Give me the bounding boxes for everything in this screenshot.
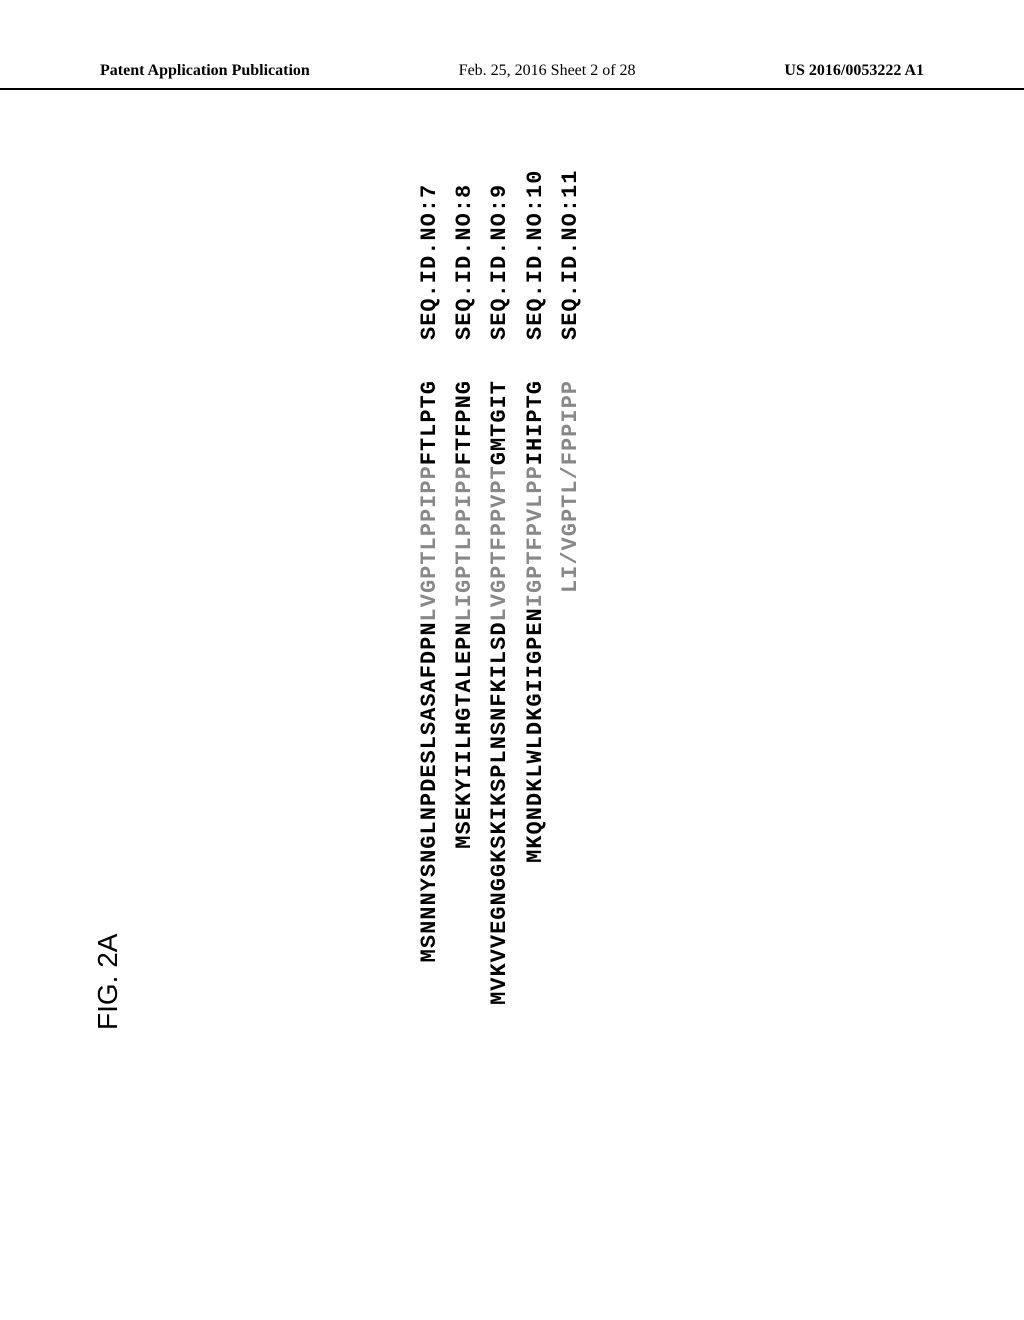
- sequence-id: SEQ.ID.NO:8: [447, 184, 482, 340]
- sequence-id: SEQ.ID.NO:10: [518, 170, 553, 340]
- sequence-id: SEQ.ID.NO:7: [412, 184, 447, 340]
- sequence-row: MKQNDKLWLDKGIIGPENIGPTFPVLPPIHIPTG SEQ.I…: [518, 170, 553, 1080]
- sequence-text: MKQNDKLWLDKGIIGPENIGPTFPVLPPIHIPTG: [518, 380, 553, 1080]
- sequence-row: LI/VGPTL/FPPIPP SEQ.ID.NO:11: [553, 170, 588, 1080]
- sequence-text: MSNNNYSNGLNPDESLSASAFDPNLVGPTLPPIPPFTLPT…: [412, 380, 447, 1080]
- figure-label: FIG. 2A: [92, 934, 124, 1030]
- sequence-row: MSNNNYSNGLNPDESLSASAFDPNLVGPTLPPIPPFTLPT…: [412, 170, 447, 1080]
- sequence-id: SEQ.ID.NO:11: [553, 170, 588, 340]
- sequence-text: MSEKYIILHGTALEPNLIGPTLPPIPPFTFPNG: [447, 380, 482, 1080]
- rotated-content: FIG. 2A MSNNNYSNGLNPDESLSASAFDPNLVGPTLPP…: [212, 0, 812, 1000]
- sequence-text: MVKVVEGNGGKSKIKSPLNSNFKILSDLVGPTFPPVPTGM…: [482, 380, 517, 1080]
- sequence-id: SEQ.ID.NO:9: [482, 184, 517, 340]
- sequence-row: MSEKYIILHGTALEPNLIGPTLPPIPPFTFPNG SEQ.ID…: [447, 170, 482, 1080]
- sequence-row: MVKVVEGNGGKSKIKSPLNSNFKILSDLVGPTFPPVPTGM…: [482, 170, 517, 1080]
- sequence-alignment: MSNNNYSNGLNPDESLSASAFDPNLVGPTLPPIPPFTLPT…: [412, 170, 588, 1080]
- sequence-text: LI/VGPTL/FPPIPP: [553, 380, 588, 1080]
